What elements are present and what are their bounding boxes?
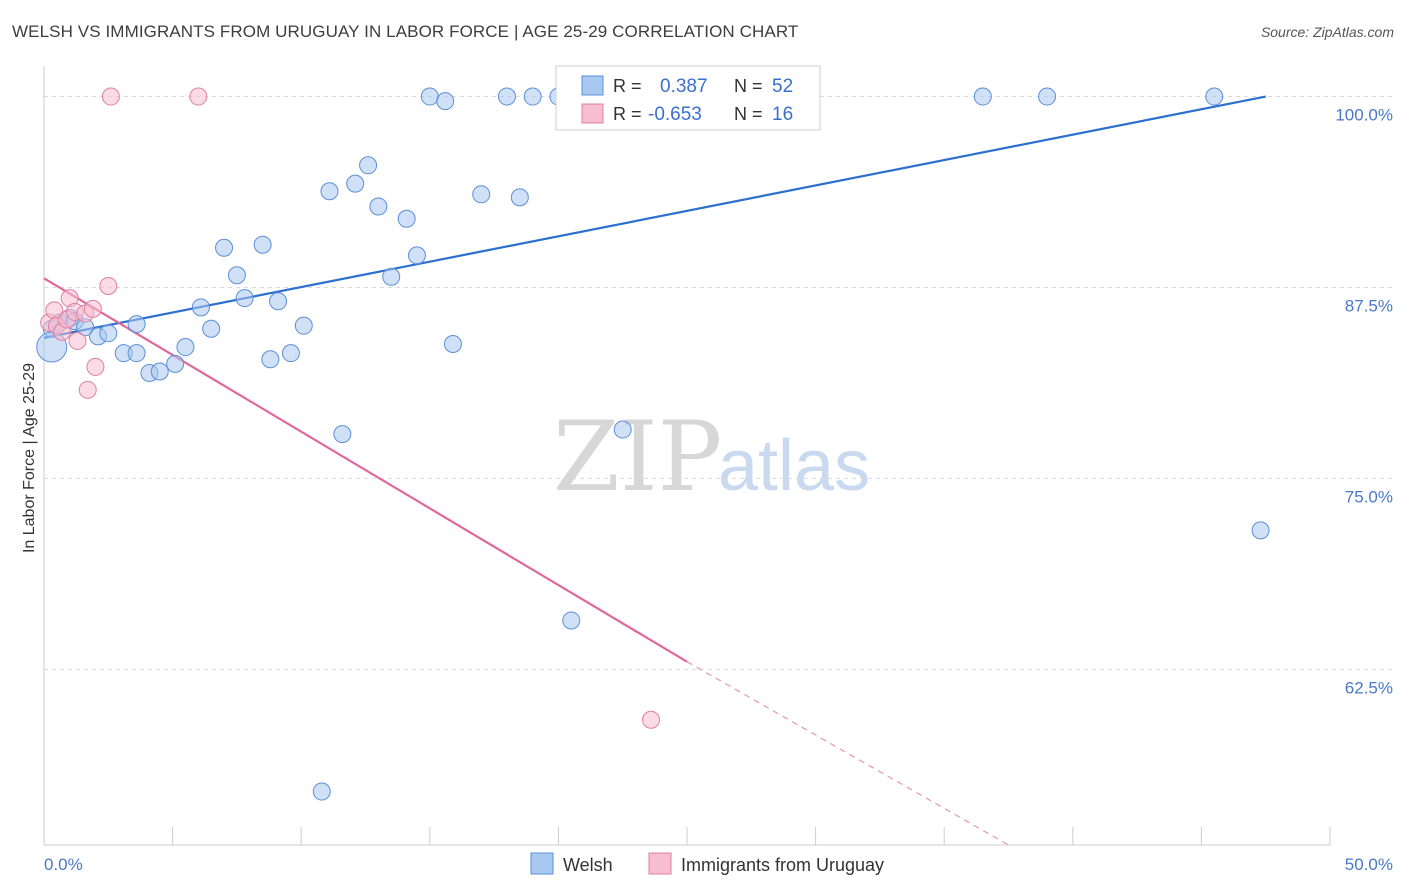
welsh-point bbox=[127, 344, 146, 363]
welsh-point bbox=[191, 298, 210, 317]
welsh-point bbox=[436, 92, 455, 111]
welsh-point bbox=[333, 425, 352, 444]
legend-welsh-n-label: N = bbox=[734, 76, 763, 96]
legend-uruguay-n-value: 16 bbox=[772, 104, 793, 125]
welsh-point bbox=[397, 209, 416, 228]
uruguay-point bbox=[78, 380, 97, 399]
welsh-point bbox=[269, 292, 288, 311]
welsh-point bbox=[382, 267, 401, 286]
y-tick-labels: 62.5% 75.0% 87.5% 100.0% bbox=[1335, 106, 1393, 698]
welsh-point bbox=[346, 174, 365, 193]
welsh-point bbox=[1251, 521, 1270, 540]
uruguay-point bbox=[86, 357, 105, 376]
welsh-point bbox=[562, 611, 581, 630]
welsh-point bbox=[369, 197, 388, 216]
welsh-point bbox=[613, 420, 632, 439]
correlation-legend: R = 0.387 N = 52 R = -0.653 N = 16 bbox=[555, 65, 821, 131]
welsh-point bbox=[312, 782, 331, 801]
welsh-point bbox=[166, 354, 185, 373]
uruguay-point bbox=[189, 87, 208, 106]
x-tick-label-min: 0.0% bbox=[44, 855, 83, 874]
welsh-point bbox=[227, 266, 246, 285]
x-tick-label-max: 50.0% bbox=[1345, 855, 1393, 874]
source-credit: Source: ZipAtlas.com bbox=[1260, 24, 1394, 40]
y-tick-label: 75.0% bbox=[1345, 487, 1393, 506]
welsh-point bbox=[420, 87, 439, 106]
legend-welsh-r-value: 0.387 bbox=[660, 76, 708, 97]
uruguay-point bbox=[101, 87, 120, 106]
trend-line-uruguay bbox=[43, 277, 688, 663]
trend-line-welsh bbox=[43, 95, 1266, 339]
gridlines bbox=[44, 96, 1393, 670]
welsh-point bbox=[235, 289, 254, 308]
trend-line-uruguay-extrapolated bbox=[686, 661, 1009, 846]
y-tick-label: 100.0% bbox=[1335, 106, 1393, 125]
legend-swatch-uruguay bbox=[581, 103, 604, 124]
y-tick-label: 62.5% bbox=[1345, 678, 1393, 697]
uruguay-point bbox=[641, 710, 660, 729]
legend-welsh-n-value: 52 bbox=[772, 76, 793, 97]
welsh-point bbox=[1038, 87, 1057, 106]
welsh-point bbox=[253, 235, 272, 254]
welsh-point bbox=[523, 87, 542, 106]
welsh-point bbox=[320, 182, 339, 201]
welsh-point bbox=[215, 238, 234, 257]
welsh-point bbox=[497, 87, 516, 106]
bottom-legend-swatch-welsh bbox=[530, 852, 554, 875]
welsh-point bbox=[261, 350, 280, 369]
welsh-point bbox=[281, 344, 300, 363]
series-legend: Welsh Immigrants from Uruguay bbox=[530, 852, 884, 875]
uruguay-point bbox=[83, 299, 102, 318]
watermark-zip: ZIP bbox=[553, 401, 722, 513]
legend-uruguay-n-label: N = bbox=[734, 104, 763, 124]
welsh-point bbox=[99, 324, 118, 343]
legend-welsh-r-label: R = bbox=[613, 76, 642, 96]
welsh-point bbox=[127, 315, 146, 334]
welsh-point bbox=[973, 87, 992, 106]
welsh-point bbox=[1205, 87, 1224, 106]
welsh-point bbox=[472, 185, 491, 204]
watermark-atlas: atlas bbox=[718, 426, 870, 506]
welsh-point bbox=[202, 319, 221, 338]
welsh-point bbox=[443, 334, 462, 353]
y-axis-title: In Labor Force | Age 25-29 bbox=[21, 363, 38, 553]
bottom-legend-swatch-uruguay bbox=[648, 852, 672, 875]
y-tick-label: 87.5% bbox=[1345, 296, 1393, 315]
welsh-point bbox=[294, 316, 313, 335]
legend-uruguay-r-label: R = bbox=[613, 104, 642, 124]
axes bbox=[43, 66, 1331, 846]
welsh-point bbox=[176, 338, 195, 357]
chart-title: WELSH VS IMMIGRANTS FROM URUGUAY IN LABO… bbox=[12, 22, 799, 41]
uruguay-point bbox=[99, 276, 118, 295]
welsh-point bbox=[510, 188, 529, 207]
legend-uruguay-r-value: -0.653 bbox=[648, 104, 702, 125]
bottom-legend-uruguay: Immigrants from Uruguay bbox=[681, 855, 884, 875]
bottom-legend-welsh: Welsh bbox=[563, 855, 613, 875]
welsh-point bbox=[407, 246, 426, 265]
uruguay-point bbox=[68, 331, 87, 350]
legend-swatch-welsh bbox=[581, 75, 604, 96]
welsh-point bbox=[150, 362, 169, 381]
welsh-point bbox=[359, 156, 378, 175]
